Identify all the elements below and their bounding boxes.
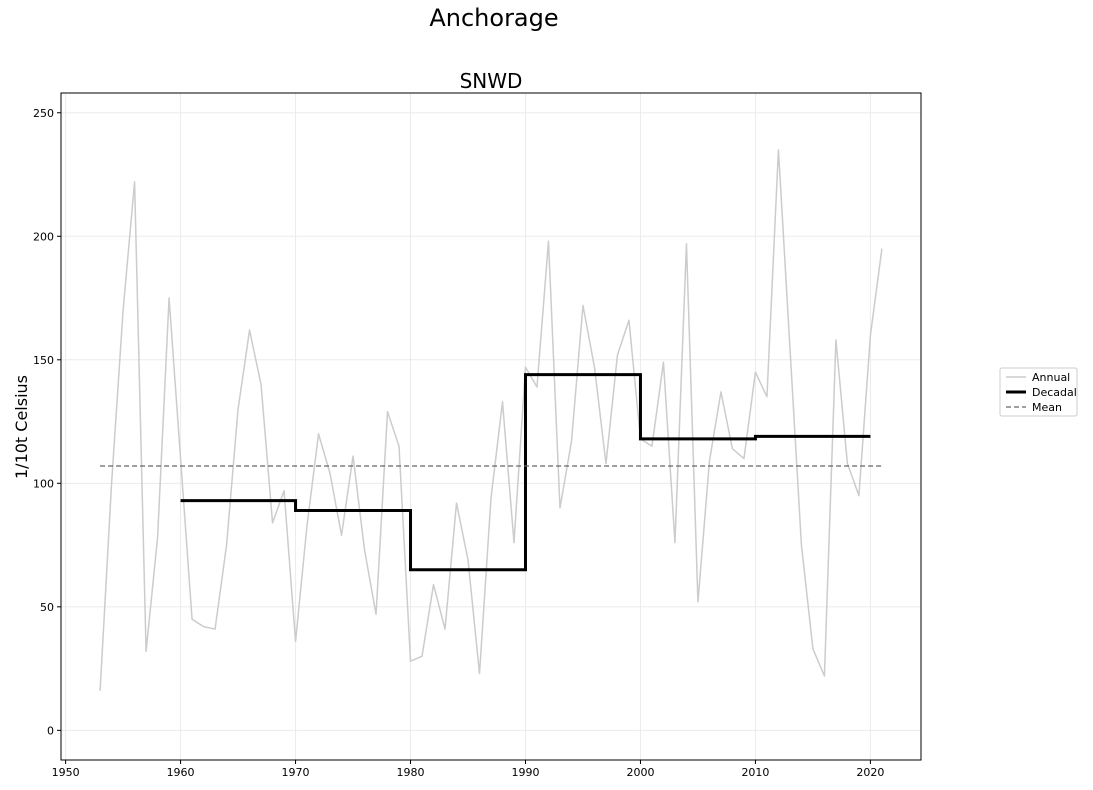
x-tick-label: 2020 (856, 766, 884, 779)
grid (61, 93, 921, 760)
legend-box (999, 367, 1078, 417)
legend-label-decadal: Decadal (1032, 386, 1077, 399)
x-tick-label: 2000 (626, 766, 654, 779)
legend-label-mean: Mean (1032, 401, 1062, 414)
series-annual-line (99, 149, 883, 691)
series-decadal-steps (180, 373, 871, 572)
chart-suptitle: Anchorage (429, 4, 558, 32)
x-tick-label: 1980 (397, 766, 425, 779)
x-tick-label: 1950 (52, 766, 80, 779)
y-tick-label: 200 (33, 230, 54, 243)
x-tick-label: 1990 (511, 766, 539, 779)
axes: 1950 1960 1970 1980 1990 2000 2010 2020 0 50 100 15… (33, 107, 884, 779)
plot-series (99, 149, 883, 691)
y-tick-label: 50 (40, 601, 54, 614)
chart-title: SNWD (460, 69, 523, 93)
legend: Annual Decadal Mean (999, 367, 1078, 417)
x-tick-label: 1970 (282, 766, 310, 779)
y-tick-label: 250 (33, 107, 54, 120)
legend-label-annual: Annual (1032, 371, 1070, 384)
y-tick-label: 150 (33, 354, 54, 367)
x-tick-label: 1960 (167, 766, 195, 779)
x-tick-label: 2010 (741, 766, 769, 779)
plot-frame (60, 92, 922, 761)
y-axis-label: 1/10t Celsius (12, 375, 31, 479)
y-tick-label: 0 (47, 724, 54, 737)
y-tick-label: 100 (33, 477, 54, 490)
